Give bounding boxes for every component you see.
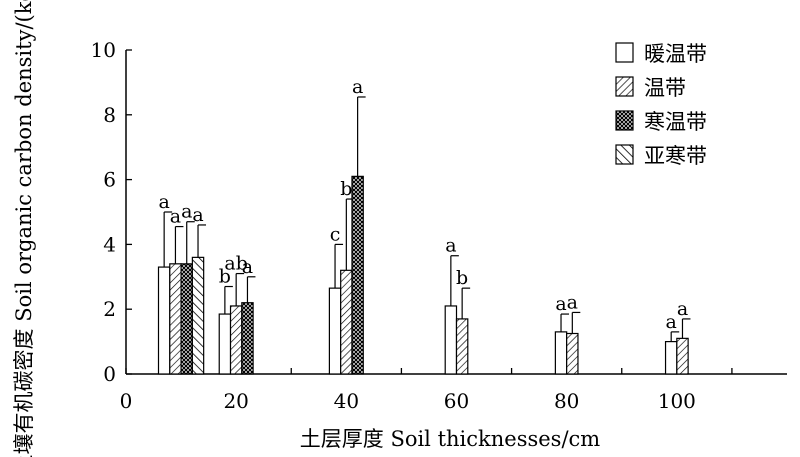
x-tick-label: 0 bbox=[120, 389, 133, 413]
y-axis-title: 土壤有机碳密度 Soil organic carbon density/(kg/… bbox=[12, 0, 36, 457]
bar bbox=[218, 313, 232, 375]
bar bbox=[241, 302, 254, 375]
legend-swatch bbox=[615, 144, 634, 165]
bar bbox=[340, 269, 353, 375]
y-tick-label: 4 bbox=[103, 232, 116, 256]
significance-label: b bbox=[219, 266, 231, 288]
legend-entry: 暖温带 bbox=[644, 42, 707, 66]
x-tick-label: 100 bbox=[658, 389, 696, 413]
significance-label: a bbox=[181, 201, 192, 223]
y-tick-label: 6 bbox=[103, 168, 116, 192]
significance-label: a bbox=[158, 191, 169, 213]
bar bbox=[191, 256, 205, 375]
bar bbox=[351, 175, 364, 375]
bar bbox=[157, 266, 171, 375]
bar bbox=[444, 305, 458, 375]
legend-swatch bbox=[615, 42, 634, 63]
significance-label: b bbox=[456, 267, 468, 289]
bar bbox=[455, 318, 469, 375]
significance-label: a bbox=[170, 206, 181, 228]
legend-entry: 温带 bbox=[644, 76, 686, 100]
bar bbox=[180, 263, 193, 375]
significance-label: a bbox=[666, 311, 677, 333]
significance-label: ab bbox=[224, 253, 248, 275]
significance-label: b bbox=[340, 178, 352, 200]
legend-swatch bbox=[615, 110, 634, 131]
significance-label: a bbox=[567, 291, 578, 313]
y-tick-label: 8 bbox=[103, 103, 116, 127]
significance-label: a bbox=[192, 204, 203, 226]
legend-entry: 寒温带 bbox=[644, 110, 707, 134]
bar bbox=[169, 263, 182, 375]
legend-swatch bbox=[615, 76, 634, 97]
y-tick-label: 2 bbox=[103, 297, 116, 321]
significance-label: a bbox=[555, 293, 566, 315]
x-tick-label: 60 bbox=[444, 389, 469, 413]
x-tick-label: 40 bbox=[334, 389, 359, 413]
legend-entry: 亚寒带 bbox=[644, 144, 707, 168]
significance-label: a bbox=[677, 298, 688, 320]
x-axis-title: 土层厚度 Soil thicknesses/cm bbox=[300, 427, 601, 451]
bar bbox=[229, 305, 243, 375]
bar bbox=[664, 341, 678, 375]
bar bbox=[554, 331, 568, 375]
y-tick-label: 10 bbox=[91, 38, 116, 62]
y-tick-label: 0 bbox=[103, 362, 116, 386]
x-tick-label: 20 bbox=[223, 389, 248, 413]
significance-label: c bbox=[330, 223, 341, 245]
significance-label: a bbox=[242, 256, 253, 278]
significance-label: a bbox=[445, 235, 456, 257]
x-tick-label: 80 bbox=[554, 389, 579, 413]
bar bbox=[328, 287, 342, 375]
significance-label: a bbox=[352, 76, 363, 98]
bar bbox=[676, 337, 689, 375]
bar bbox=[566, 332, 579, 375]
